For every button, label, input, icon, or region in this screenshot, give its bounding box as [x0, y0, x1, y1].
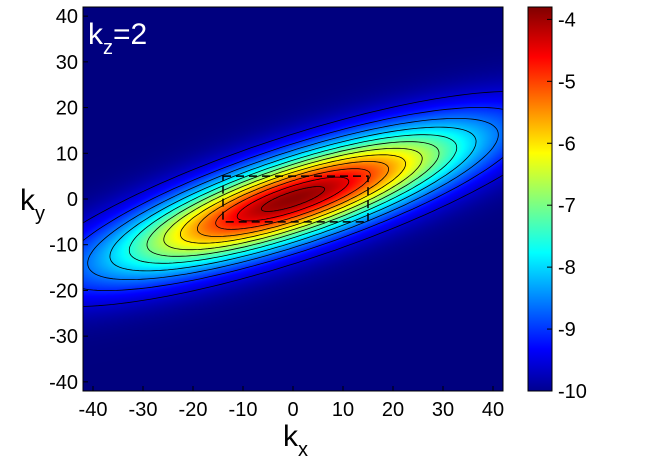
x-tick-label: 20	[382, 399, 404, 421]
colorbar-gradient	[527, 6, 553, 392]
colorbar-tick-label: -10	[558, 381, 587, 403]
y-tick-label: 30	[56, 52, 78, 74]
x-tick-label: 10	[332, 399, 354, 421]
x-tick-label: -10	[229, 399, 258, 421]
colorbar-tick-label: -5	[558, 71, 576, 93]
y-tick-label: -30	[49, 326, 78, 348]
x-axis-label: kx	[283, 420, 308, 461]
colorbar: -10 -9 -8 -7 -6 -5 -4	[527, 6, 587, 403]
contour-line	[215, 168, 371, 230]
contour-line	[260, 186, 326, 212]
x-tick-label: 0	[287, 399, 298, 421]
contour-line	[109, 126, 477, 272]
dashed-box	[222, 175, 369, 223]
y-tick-label: 40	[56, 6, 78, 28]
heatmap-image	[83, 7, 503, 391]
contour-line	[179, 154, 407, 244]
heatmap-plot	[82, 6, 504, 392]
contour-line	[163, 147, 423, 251]
contour-lines	[83, 91, 503, 307]
x-tick-label: -30	[129, 399, 158, 421]
x-axis-ticks: -40 -30 -20 -10 0 10 20 30 40	[79, 386, 504, 421]
panel-annotation: kz=2	[88, 18, 147, 59]
y-axis-label: ky	[20, 184, 45, 225]
y-tick-label: -40	[49, 372, 78, 394]
contour-line	[146, 141, 440, 257]
x-tick-label: -40	[79, 399, 108, 421]
contour-line	[83, 91, 503, 307]
contour-line	[87, 118, 499, 281]
x-tick-label: 30	[432, 399, 454, 421]
colorbar-tick-label: -4	[558, 9, 576, 31]
x-tick-label: -20	[179, 399, 208, 421]
y-tick-label: 0	[67, 189, 78, 211]
y-tick-label: 20	[56, 98, 78, 120]
colorbar-tick-label: -9	[558, 319, 576, 341]
colorbar-tick-label: -8	[558, 257, 576, 279]
x-tick-label: 40	[482, 399, 504, 421]
y-tick-label: -10	[49, 235, 78, 257]
y-axis-ticks: -40 -30 -20 -10 0 10 20 30 40	[49, 6, 88, 394]
contour-line	[196, 161, 390, 237]
colorbar-tick-label: -6	[558, 133, 576, 155]
contour-line	[83, 107, 503, 291]
y-tick-label: 10	[56, 143, 78, 165]
contour-line	[128, 134, 458, 264]
y-tick-label: -20	[49, 280, 78, 302]
contour-line	[236, 176, 350, 222]
colorbar-ticks: -10 -9 -8 -7 -6 -5 -4	[547, 9, 587, 403]
colorbar-tick-label: -7	[558, 195, 576, 217]
